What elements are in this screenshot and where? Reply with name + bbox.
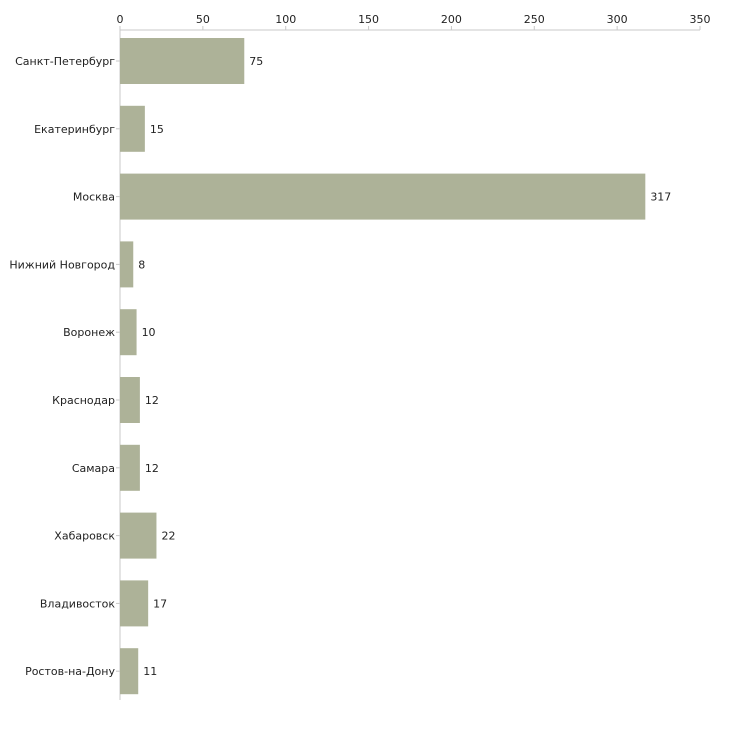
x-tick-label: 250 xyxy=(524,13,545,26)
x-axis: 0 50 100 150 200 250 300 350 xyxy=(117,13,711,31)
x-tick-label: 200 xyxy=(441,13,462,26)
data-label: 12 xyxy=(145,394,159,407)
x-tick-label: 100 xyxy=(275,13,296,26)
bar xyxy=(120,241,134,288)
bars: 75 15 317 8 10 12 12 22 17 11 xyxy=(120,38,671,695)
data-label: 317 xyxy=(650,191,671,204)
category-label: Краснодар xyxy=(52,394,115,407)
data-label: 8 xyxy=(138,258,145,271)
data-label: 17 xyxy=(153,597,167,610)
category-label: Санкт-Петербург xyxy=(15,55,115,68)
data-label: 11 xyxy=(143,665,157,678)
data-label: 15 xyxy=(150,123,164,136)
x-tick-label: 0 xyxy=(117,13,124,26)
category-label: Москва xyxy=(73,191,115,204)
data-label: 22 xyxy=(161,530,175,543)
category-label: Владивосток xyxy=(40,597,115,610)
category-label: Ростов-на-Дону xyxy=(25,665,115,678)
bar xyxy=(120,105,145,152)
bar xyxy=(120,648,139,695)
category-label: Хабаровск xyxy=(54,530,115,543)
data-label: 75 xyxy=(249,55,263,68)
x-tick-label: 50 xyxy=(196,13,210,26)
x-tick-label: 350 xyxy=(690,13,711,26)
bar xyxy=(120,309,137,356)
y-axis: Санкт-Петербург Екатеринбург Москва Нижний … xyxy=(9,30,121,700)
bar xyxy=(120,173,646,220)
x-tick-label: 300 xyxy=(607,13,628,26)
category-label: Воронеж xyxy=(63,326,115,339)
data-label: 12 xyxy=(145,462,159,475)
x-tick-label: 150 xyxy=(358,13,379,26)
bar xyxy=(120,580,149,627)
category-label: Нижний Новгород xyxy=(9,258,115,271)
bar xyxy=(120,512,157,559)
bar xyxy=(120,38,245,84)
bar xyxy=(120,377,140,423)
bar xyxy=(120,444,140,491)
data-label: 10 xyxy=(142,326,156,339)
category-label: Екатеринбург xyxy=(34,123,115,136)
category-label: Самара xyxy=(72,462,115,475)
